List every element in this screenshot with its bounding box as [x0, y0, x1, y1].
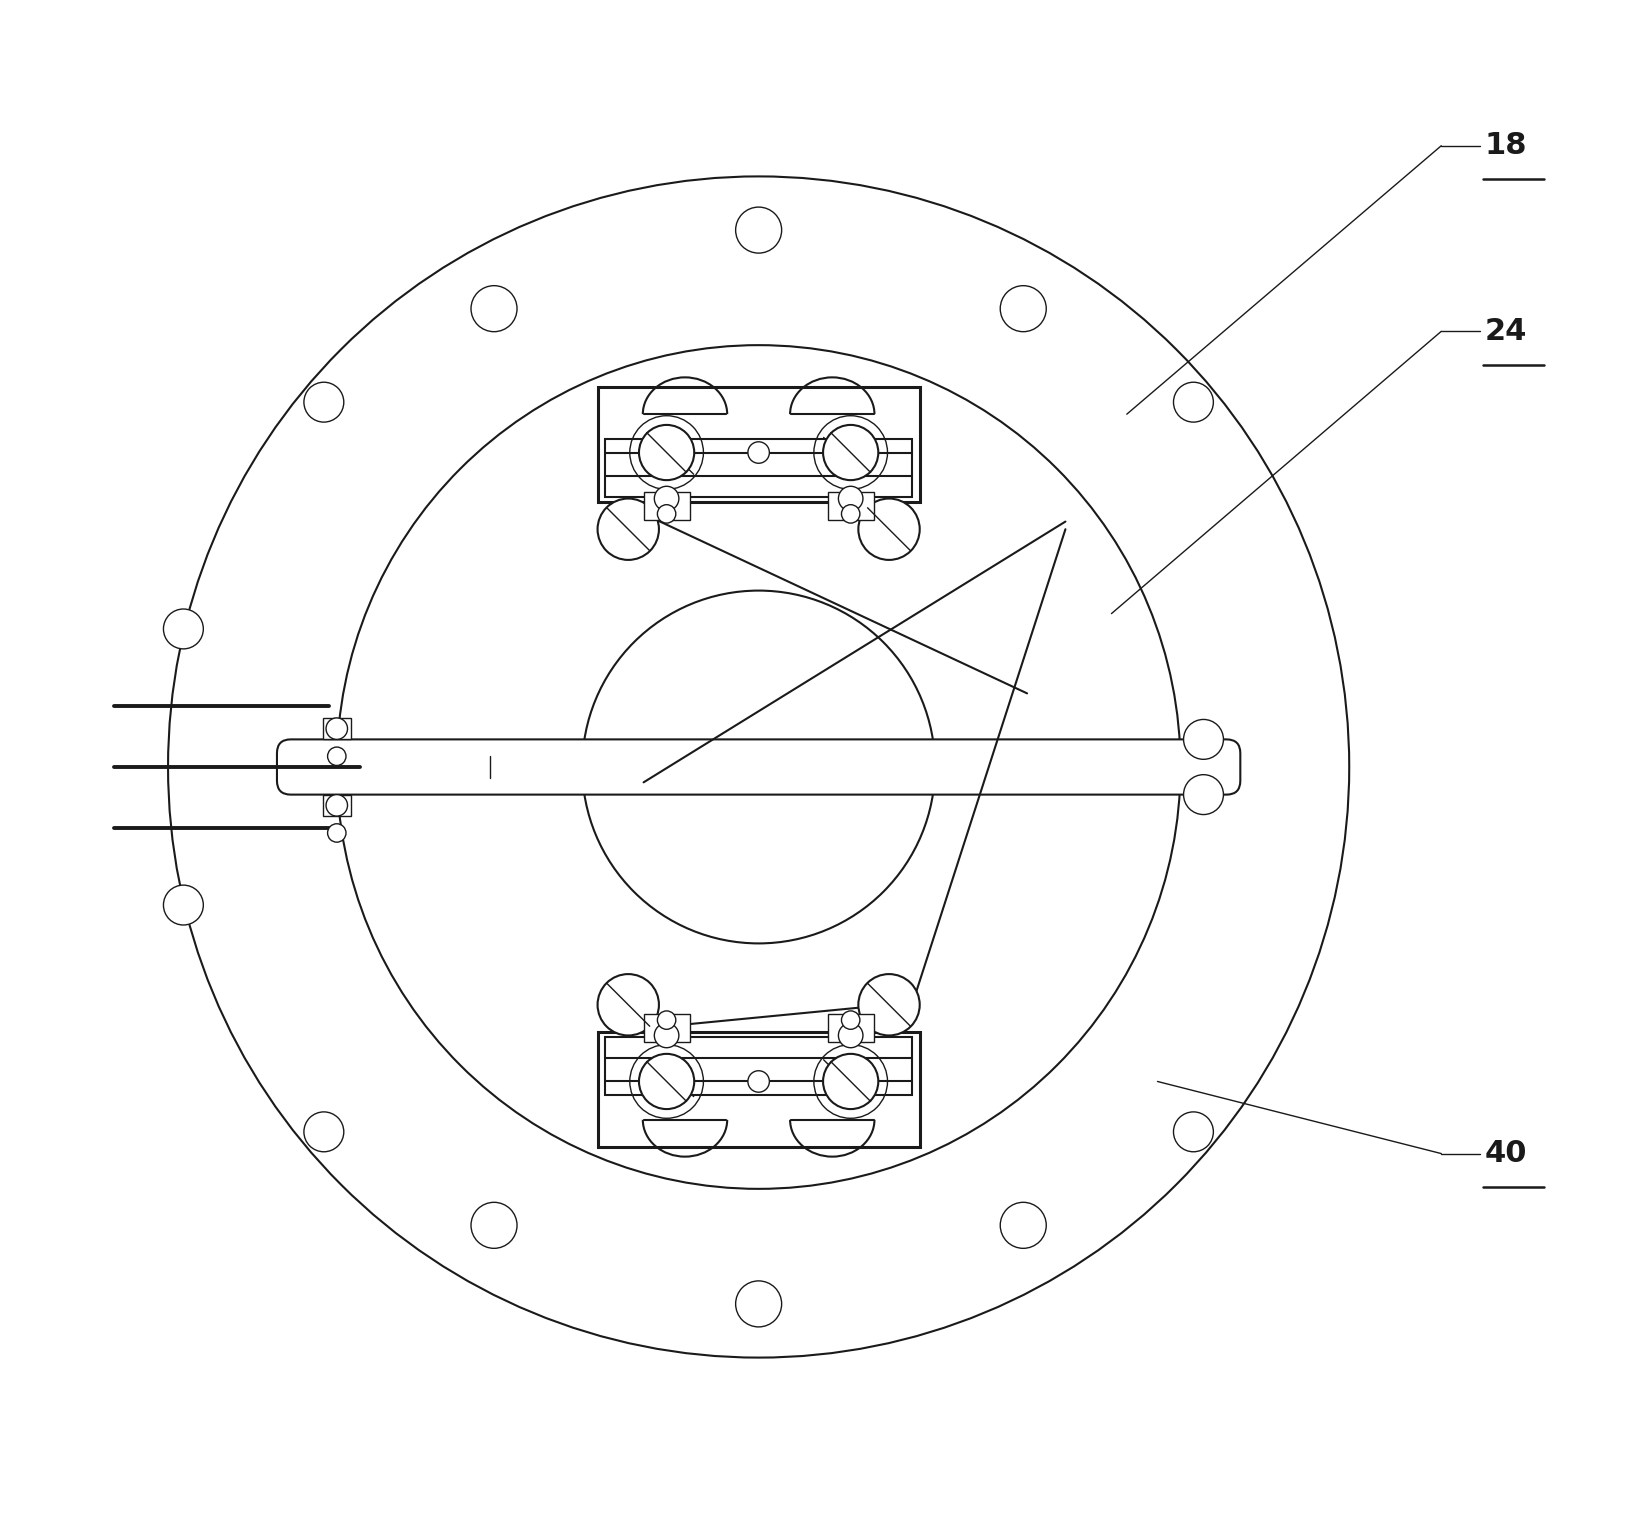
Circle shape: [657, 505, 675, 523]
Text: 24: 24: [1483, 318, 1526, 345]
Bar: [605, 1037, 911, 1095]
Circle shape: [736, 207, 782, 253]
Circle shape: [470, 285, 516, 331]
Bar: [828, 1014, 874, 1042]
Circle shape: [303, 1112, 344, 1152]
Bar: [323, 795, 351, 816]
Bar: [642, 492, 688, 520]
Circle shape: [597, 974, 659, 1035]
Circle shape: [747, 442, 769, 463]
Circle shape: [1183, 719, 1223, 759]
Circle shape: [328, 747, 346, 765]
Circle shape: [649, 1052, 701, 1104]
Circle shape: [857, 974, 919, 1035]
Circle shape: [736, 1281, 782, 1327]
Circle shape: [1174, 1112, 1213, 1152]
Circle shape: [838, 1023, 862, 1048]
Circle shape: [326, 718, 347, 739]
Circle shape: [816, 430, 867, 482]
Circle shape: [167, 176, 1349, 1358]
Bar: [642, 1014, 688, 1042]
Circle shape: [841, 505, 859, 523]
Circle shape: [654, 486, 679, 511]
Text: 18: 18: [1483, 132, 1526, 160]
Circle shape: [328, 824, 346, 842]
FancyBboxPatch shape: [277, 739, 1239, 795]
Circle shape: [838, 486, 862, 511]
Text: 40: 40: [1483, 1140, 1526, 1167]
Circle shape: [816, 1052, 867, 1104]
Circle shape: [1000, 285, 1046, 331]
Circle shape: [326, 795, 347, 816]
Circle shape: [654, 1023, 679, 1048]
Bar: [828, 492, 874, 520]
Circle shape: [470, 1203, 516, 1249]
Circle shape: [857, 499, 919, 560]
Bar: [323, 718, 351, 739]
Circle shape: [823, 1054, 879, 1109]
Circle shape: [1000, 1203, 1046, 1249]
Circle shape: [823, 425, 879, 480]
Circle shape: [747, 1071, 769, 1092]
Circle shape: [1183, 775, 1223, 815]
Circle shape: [303, 382, 344, 422]
Circle shape: [649, 430, 701, 482]
Circle shape: [336, 345, 1180, 1189]
Circle shape: [639, 425, 693, 480]
Circle shape: [597, 499, 659, 560]
Bar: [597, 1032, 919, 1147]
Circle shape: [657, 1011, 675, 1029]
Circle shape: [164, 609, 203, 649]
Circle shape: [1174, 382, 1213, 422]
Circle shape: [164, 885, 203, 925]
Bar: [605, 439, 911, 497]
Circle shape: [582, 591, 934, 943]
Circle shape: [639, 1054, 693, 1109]
Circle shape: [841, 1011, 859, 1029]
Bar: [597, 388, 919, 503]
